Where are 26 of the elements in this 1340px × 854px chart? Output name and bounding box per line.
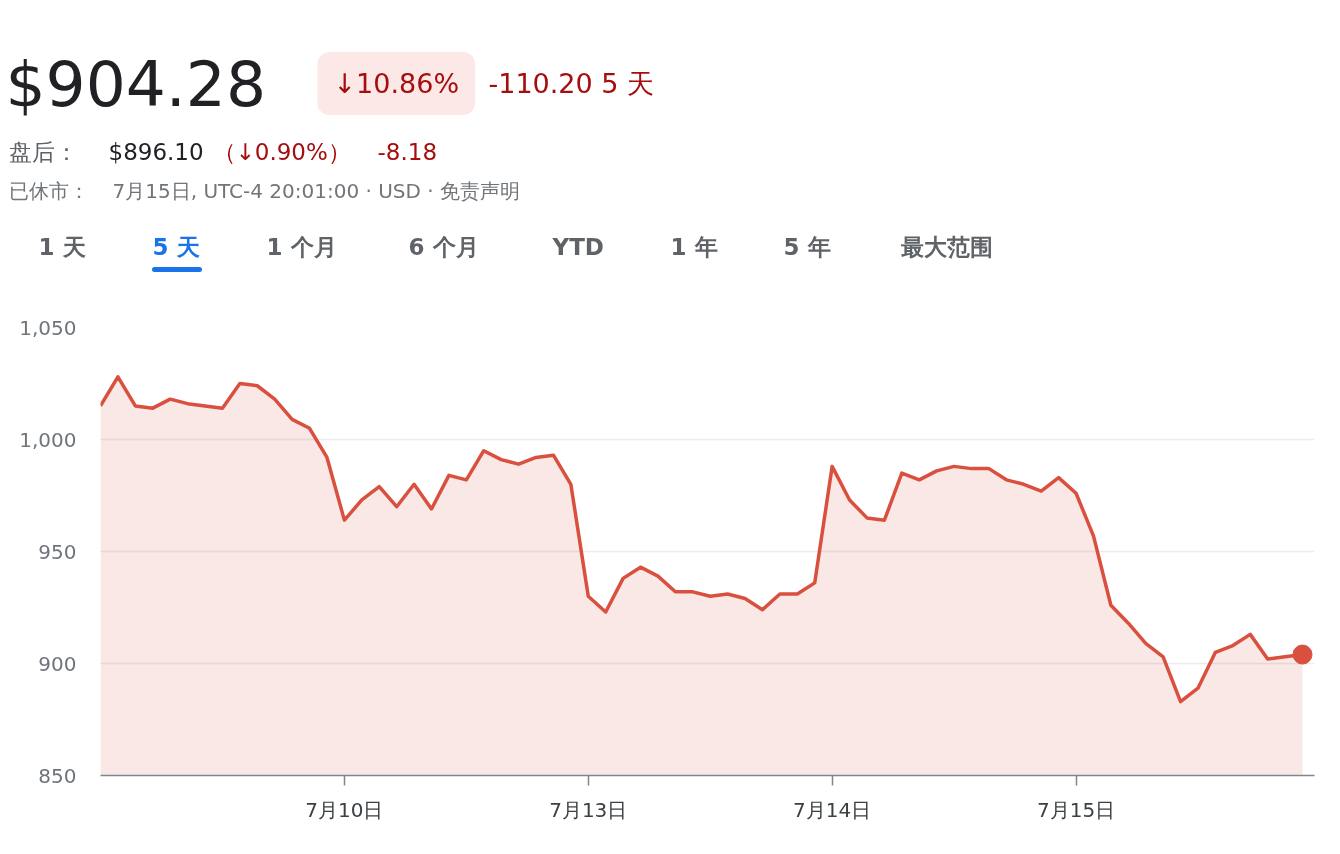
text: -8.18 <box>377 139 438 165</box>
y-tick-label: 1,050 <box>19 315 77 340</box>
x-tick-label: 7月13日 <box>549 797 628 822</box>
y-tick-label: 900 <box>38 651 77 676</box>
y-tick-label: 1,000 <box>19 427 77 452</box>
x-tick-label: 7月15日 <box>1036 797 1116 822</box>
text: 已休市： <box>8 178 89 203</box>
text: 5 年 <box>783 233 831 260</box>
text: 1 年 <box>670 233 718 260</box>
text: YTD <box>551 233 604 260</box>
text: 1 个月 <box>266 233 337 260</box>
y-tick-label: 950 <box>38 539 77 564</box>
x-tick-label: 7月14日 <box>793 797 872 822</box>
text: $896.10 <box>108 138 204 165</box>
text: 6 个月 <box>408 233 479 260</box>
x-tick-label: 7月10日 <box>305 797 384 822</box>
text: 7月15日, UTC-4 20:01:00 · USD · 免责声明 <box>112 178 521 203</box>
chart-title: $904.28 <box>5 48 267 121</box>
text: 5 天 <box>152 233 200 260</box>
text: -110.20 5 天 <box>488 68 655 99</box>
text: 盘后： <box>8 138 78 165</box>
text: 1 天 <box>38 233 86 260</box>
text: （↓0.90%） <box>212 138 351 165</box>
text: 最大范围 <box>899 233 993 260</box>
y-tick-label: 850 <box>38 763 77 788</box>
text: ↓10.86% <box>333 68 460 99</box>
